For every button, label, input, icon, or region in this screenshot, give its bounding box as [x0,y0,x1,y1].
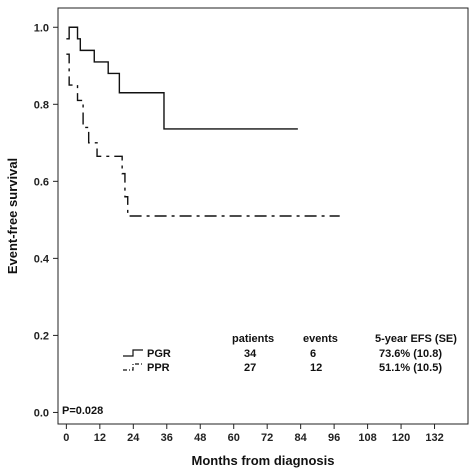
legend-series-name: PPR [147,362,170,374]
x-tick-label: 96 [328,432,340,444]
legend-efs: 51.1% (10.5) [379,362,442,374]
legend-table: patients events 5-year EFS (SE) PGR 34 6 73.6%… [123,333,457,374]
legend-patients: 27 [244,362,256,374]
y-tick-label: 0.0 [34,407,49,419]
x-tick-label: 72 [261,432,273,444]
x-tick-label: 108 [358,432,376,444]
y-tick-label: 0.4 [34,253,50,265]
x-tick-label: 36 [161,432,173,444]
legend-header: events [303,333,338,345]
x-tick-label: 84 [295,432,308,444]
y-tick-label: 1.0 [34,22,49,34]
legend-events: 6 [310,348,316,360]
legend-symbol-ppr [123,363,143,371]
x-tick-label: 132 [425,432,443,444]
x-tick-label: 120 [392,432,410,444]
x-tick-label: 48 [194,432,206,444]
legend-symbol-pgr [123,349,143,357]
x-tick-label: 0 [63,432,69,444]
survival-curves [66,26,340,217]
x-axis-title: Months from diagnosis [192,453,335,468]
legend-series-name: PGR [147,348,171,360]
legend-events: 12 [310,362,322,374]
x-axis-ticks: 0 12 24 36 48 60 72 84 96 108 120 132 [63,424,444,444]
y-tick-label: 0.8 [34,99,49,111]
x-tick-label: 12 [94,432,106,444]
legend-header: 5-year EFS (SE) [375,333,457,345]
y-axis-title: Event-free survival [5,158,20,274]
curve-ppr [66,53,340,217]
y-axis-ticks: 0.0 0.2 0.4 0.6 0.8 1.0 [34,22,58,419]
y-tick-label: 0.2 [34,330,49,342]
legend-header: patients [232,333,274,345]
y-tick-label: 0.6 [34,176,49,188]
curve-pgr [66,26,298,130]
legend-patients: 34 [244,348,257,360]
x-tick-label: 60 [228,432,240,444]
pvalue-text: P=0.028 [62,405,103,417]
x-tick-label: 24 [127,432,140,444]
legend-efs: 73.6% (10.8) [379,348,442,360]
